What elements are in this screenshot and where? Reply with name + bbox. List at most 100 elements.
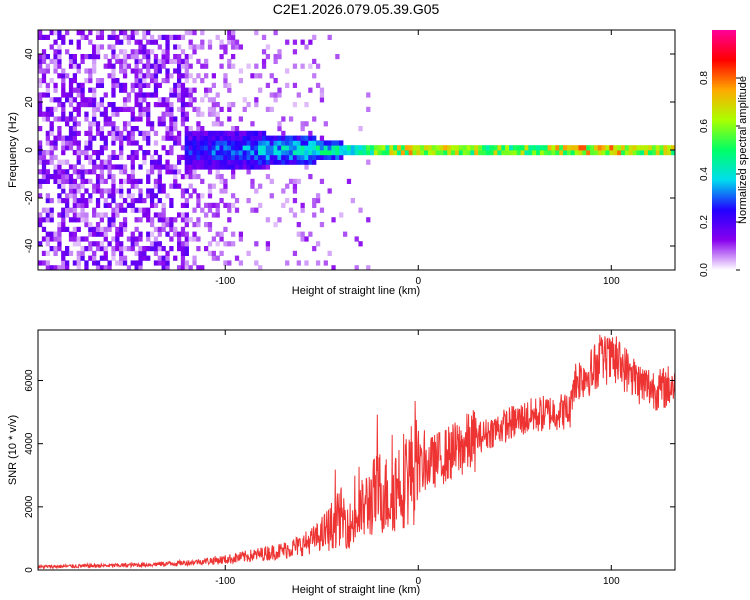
heatmap-cell [103, 164, 108, 170]
heatmap-cell [72, 236, 78, 242]
heatmap-cell [153, 58, 159, 64]
heatmap-cell [130, 236, 135, 242]
heatmap-cell [269, 145, 274, 151]
heatmap-cell [292, 145, 298, 151]
heatmap-cell [454, 145, 460, 151]
heatmap-cell [122, 58, 128, 64]
heatmap-cell [80, 202, 85, 208]
heatmap-cell [597, 150, 603, 156]
heatmap-cell [45, 217, 50, 223]
heatmap-cell [134, 126, 139, 132]
heatmap-cell [246, 169, 251, 175]
heatmap-cell [68, 250, 74, 256]
heatmap-cell [130, 49, 135, 55]
heatmap-cell [547, 150, 552, 156]
heatmap-cell [200, 207, 205, 213]
heatmap-cell [65, 159, 70, 165]
heatmap-cell [346, 145, 352, 151]
heatmap-cell [49, 231, 54, 237]
heatmap-cell [45, 63, 50, 69]
heatmap-cell [238, 145, 244, 151]
heatmap-cell [223, 130, 228, 136]
heatmap-cell [335, 54, 340, 60]
heatmap-cell [88, 169, 93, 175]
heatmap-cell [451, 150, 456, 156]
heatmap-cell [122, 246, 128, 252]
heatmap-cell [122, 73, 128, 79]
heatmap-cell [149, 188, 155, 194]
heatmap-cell [335, 150, 340, 156]
heatmap-cell [211, 82, 216, 88]
heatmap-cell [149, 121, 155, 127]
heatmap-cell [138, 87, 143, 93]
heatmap-cell [188, 145, 193, 151]
heatmap-cell [296, 159, 301, 165]
heatmap-cell [153, 54, 159, 60]
heatmap-cell [227, 58, 232, 64]
heatmap-cell [207, 207, 213, 213]
heatmap-cell [211, 212, 216, 218]
heatmap-cell [80, 178, 85, 184]
heatmap-cell [95, 130, 101, 136]
heatmap-cell [49, 106, 54, 112]
heatmap-cell [238, 231, 244, 237]
x-tick-label: -100 [215, 576, 235, 587]
heatmap-cell [53, 178, 58, 184]
heatmap-cell [207, 97, 213, 103]
heatmap-cell [512, 150, 518, 156]
heatmap-cell [269, 159, 274, 165]
heatmap-cell [126, 121, 132, 127]
heatmap-cell [435, 150, 440, 156]
heatmap-cell [551, 150, 556, 156]
heatmap-cell [72, 217, 78, 223]
heatmap-cell [68, 217, 74, 223]
heatmap-cell [192, 30, 197, 36]
heatmap-cell [49, 207, 54, 213]
heatmap-cell [57, 198, 62, 204]
heatmap-cell [95, 54, 101, 60]
heatmap-cell [95, 198, 101, 204]
heatmap-cell [389, 145, 394, 151]
heatmap-cell [68, 178, 74, 184]
heatmap-cell [238, 159, 244, 165]
heatmap-cell [261, 58, 267, 64]
heatmap-cell [142, 82, 147, 88]
heatmap-cell [80, 207, 85, 213]
heatmap-cell [92, 116, 97, 122]
heatmap-cell [261, 135, 267, 141]
heatmap-cell [49, 121, 54, 127]
heatmap-cell [41, 169, 47, 175]
colorbar-tick-label: 0.8 [699, 71, 710, 85]
heatmap-cell [335, 140, 340, 146]
heatmap-cell [281, 154, 286, 160]
heatmap-cell [350, 150, 355, 156]
heatmap-cell [192, 106, 197, 112]
heatmap-cell [640, 145, 645, 151]
heatmap-cell [99, 188, 105, 194]
heatmap-cell [149, 63, 155, 69]
heatmap-cell [335, 154, 340, 160]
heatmap-cell [126, 92, 132, 98]
heatmap-cell [381, 145, 386, 151]
heatmap-cell [41, 73, 47, 79]
heatmap-cell [176, 231, 182, 237]
heatmap-cell [165, 255, 170, 261]
heatmap-cell [95, 183, 101, 189]
heatmap-cell [385, 150, 390, 156]
heatmap-cell [57, 63, 62, 69]
heatmap-cell [165, 217, 170, 223]
heatmap-cell [184, 265, 189, 270]
heatmap-cell [138, 111, 143, 117]
heatmap-cell [169, 121, 174, 127]
heatmap-cell [38, 78, 43, 84]
heatmap-cell [532, 145, 537, 151]
heatmap-cell [312, 159, 317, 165]
heatmap-cell [192, 188, 197, 194]
heatmap-cell [115, 260, 120, 266]
heatmap-cell [142, 135, 147, 141]
heatmap-cell [184, 68, 189, 74]
heatmap-cell [88, 68, 93, 74]
heatmap-cell [84, 217, 89, 223]
heatmap-cell [327, 34, 332, 40]
